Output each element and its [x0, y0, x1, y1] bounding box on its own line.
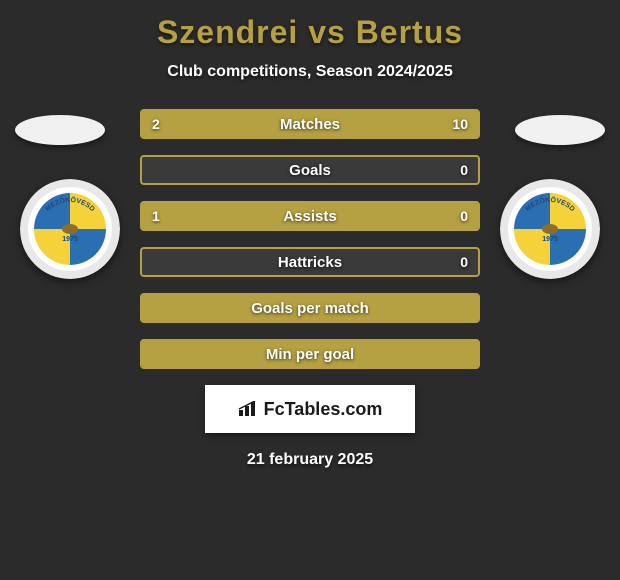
brand-box: FcTables.com: [205, 385, 415, 433]
stat-row: Matches2 10: [140, 109, 480, 139]
club-badge-left-svg: MEZŐKÖVESD 1975: [20, 179, 120, 279]
stat-value-right: 10: [452, 111, 468, 137]
stats-column: Matches210Goals0Assists10Hattricks0Goals…: [140, 109, 480, 369]
stat-label: Matches: [142, 111, 478, 137]
title-vs: vs: [308, 14, 346, 50]
stat-value-right: 0: [460, 249, 468, 275]
brand-bars-icon: [238, 401, 260, 417]
svg-text:1975: 1975: [542, 236, 558, 243]
svg-text:1975: 1975: [62, 236, 78, 243]
stat-row: Min per goal: [140, 339, 480, 369]
stat-row: Goals0: [140, 155, 480, 185]
title-player-right: Bertus: [356, 14, 463, 50]
comparison-title: Szendrei vs Bertus: [0, 0, 620, 51]
club-badge-left: MEZŐKÖVESD 1975: [20, 179, 120, 279]
club-badge-right-svg: MEZŐKÖVESD 1975: [500, 179, 600, 279]
stat-value-right: 0: [460, 157, 468, 183]
subtitle: Club competitions, Season 2024/2025: [0, 63, 620, 81]
avatar-placeholder-left: [15, 115, 105, 145]
club-badge-right: MEZŐKÖVESD 1975: [500, 179, 600, 279]
stat-label: Assists: [142, 203, 478, 229]
stat-value-left: 2: [152, 111, 160, 137]
main-area: MEZŐKÖVESD 1975 MEZŐKÖVESD 1975 Matches2…: [0, 109, 620, 369]
stat-label: Hattricks: [142, 249, 478, 275]
stat-row: Assists1 0: [140, 201, 480, 231]
stat-row: Goals per match: [140, 293, 480, 323]
stat-row: Hattricks0: [140, 247, 480, 277]
stat-value-right: 0: [460, 203, 468, 229]
stat-label: Goals: [142, 157, 478, 183]
avatar-placeholder-right: [515, 115, 605, 145]
stat-label: Goals per match: [142, 295, 478, 321]
title-player-left: Szendrei: [157, 14, 298, 50]
stat-label: Min per goal: [142, 341, 478, 367]
stat-value-left: 1: [152, 203, 160, 229]
brand-text: FcTables.com: [264, 399, 383, 420]
footer-date: 21 february 2025: [0, 451, 620, 469]
